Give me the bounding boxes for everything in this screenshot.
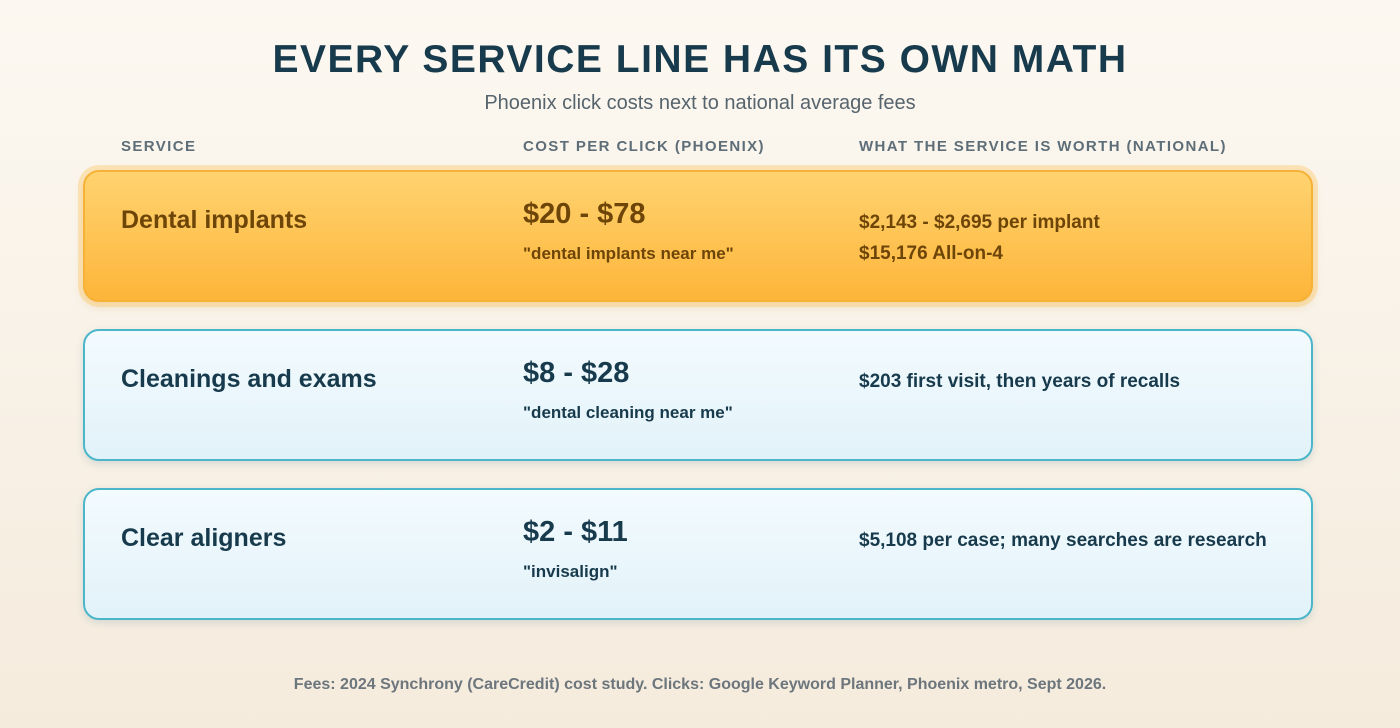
source-footnote: Fees: 2024 Synchrony (CareCredit) cost s… bbox=[293, 676, 1107, 693]
cost-per-click: $20 - $78 bbox=[523, 198, 646, 230]
column-header-service: SERVICE bbox=[121, 138, 197, 155]
service-name: Cleanings and exams bbox=[121, 365, 377, 393]
service-worth: $5,108 per case; many searches are resea… bbox=[859, 530, 1267, 551]
service-card-cleanings: Cleanings and exams $8 - $28 "dental cle… bbox=[83, 329, 1313, 461]
search-keyword: "dental cleaning near me" bbox=[523, 403, 733, 422]
cost-per-click: $2 - $11 bbox=[523, 516, 628, 548]
service-name: Clear aligners bbox=[121, 524, 287, 552]
column-header-cpc: COST PER CLICK (PHOENIX) bbox=[523, 138, 765, 155]
search-keyword: "dental implants near me" bbox=[523, 244, 734, 263]
page-subtitle: Phoenix click costs next to national ave… bbox=[484, 92, 916, 114]
service-worth-secondary: $15,176 All-on-4 bbox=[859, 243, 1003, 264]
service-card-dental-implants: Dental implants $20 - $78 "dental implan… bbox=[83, 170, 1313, 302]
service-worth: $203 first visit, then years of recalls bbox=[859, 371, 1181, 392]
cost-per-click: $8 - $28 bbox=[523, 357, 630, 389]
page-title: EVERY SERVICE LINE HAS ITS OWN MATH bbox=[272, 38, 1128, 81]
service-worth: $2,143 - $2,695 per implant bbox=[859, 212, 1100, 233]
column-header-worth: WHAT THE SERVICE IS WORTH (NATIONAL) bbox=[859, 138, 1227, 155]
search-keyword: "invisalign" bbox=[523, 562, 618, 581]
service-name: Dental implants bbox=[121, 206, 308, 234]
service-card-clear-aligners: Clear aligners $2 - $11 "invisalign" $5,… bbox=[83, 488, 1313, 620]
